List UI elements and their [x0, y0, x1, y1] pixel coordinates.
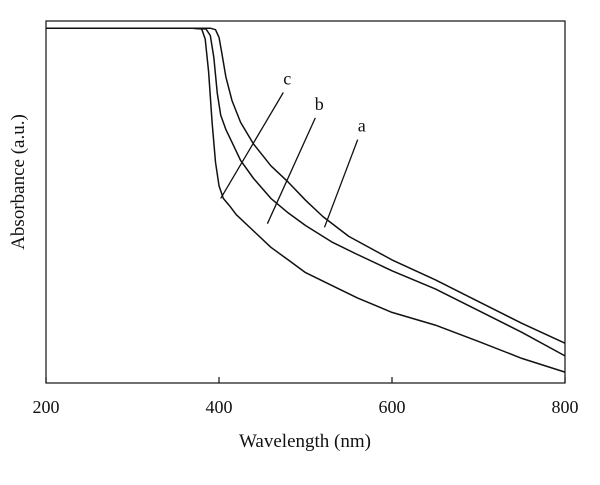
series-line-c	[46, 27, 566, 373]
x-tick-label: 400	[206, 397, 233, 417]
plot-layer	[46, 27, 566, 373]
annotation-label-c: c	[283, 69, 291, 89]
annotation-leader-a	[323, 139, 359, 228]
series-line-b	[46, 27, 566, 357]
series-line-a	[46, 27, 566, 344]
x-tick-label: 200	[33, 397, 60, 417]
x-axis-label: Wavelength (nm)	[239, 431, 371, 452]
annotations-layer: a b c	[220, 69, 366, 228]
annotation-leader-c	[220, 92, 284, 199]
x-tick-label: 600	[379, 397, 406, 417]
ticks-layer: 200 400 600 800	[33, 377, 579, 417]
plot-frame	[45, 20, 566, 384]
annotation-leader-b	[266, 117, 316, 224]
annotation-label-b: b	[315, 94, 324, 114]
annotation-label-a: a	[358, 116, 366, 136]
y-axis-label: Absorbance (a.u.)	[8, 114, 29, 250]
x-tick-label: 800	[552, 397, 579, 417]
